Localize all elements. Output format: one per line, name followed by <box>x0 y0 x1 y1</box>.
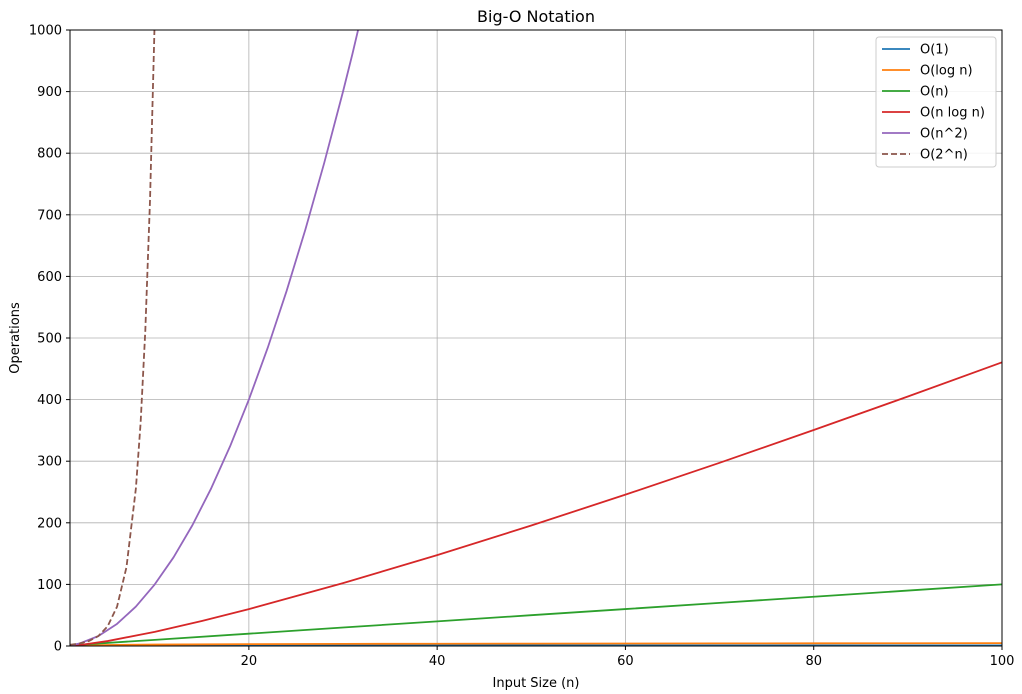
plot-series <box>70 30 1002 646</box>
legend-label: O(n log n) <box>920 106 985 121</box>
y-tick-label: 600 <box>37 270 62 285</box>
legend-label: O(n^2) <box>920 127 968 142</box>
y-tick-label: 100 <box>37 578 62 593</box>
legend-label: O(1) <box>920 43 949 58</box>
series-line-o-n-log-n <box>70 361 1002 646</box>
y-axis-label: Operations <box>8 302 23 374</box>
legend: O(1) O(log n) O(n) O(n log n) O(n^2) O(2^n) <box>875 36 997 168</box>
series-line-o-n-2 <box>70 30 359 646</box>
y-tick-label: 900 <box>37 85 62 100</box>
y-tick-label: 1000 <box>29 24 62 39</box>
x-tick-label: 80 <box>805 654 822 669</box>
x-tick-label: 20 <box>241 654 258 669</box>
x-tick-label: 60 <box>617 654 634 669</box>
y-tick-label: 0 <box>54 640 62 655</box>
y-tick-label: 300 <box>37 455 62 470</box>
x-tick-label: 100 <box>990 654 1015 669</box>
x-tick-label: 40 <box>429 654 446 669</box>
y-tick-label: 400 <box>37 393 62 408</box>
legend-label: O(2^n) <box>920 148 968 163</box>
chart-title: Big-O Notation <box>477 7 595 26</box>
series-line-o-log-n <box>70 642 1002 646</box>
series-line-o-n <box>70 583 1002 646</box>
x-axis-label: Input Size (n) <box>493 676 580 691</box>
series-line-o-2-n <box>70 30 156 646</box>
y-tick-label: 200 <box>37 516 62 531</box>
legend-label: O(log n) <box>920 64 973 79</box>
y-tick-label: 800 <box>37 147 62 162</box>
grid <box>70 29 1003 647</box>
y-tick-label: 500 <box>37 332 62 347</box>
axis-ticks: 20 40 60 80 10001002003004005006007008009001… <box>29 24 1015 670</box>
legend-label: O(n) <box>920 85 949 100</box>
y-tick-label: 700 <box>37 208 62 223</box>
